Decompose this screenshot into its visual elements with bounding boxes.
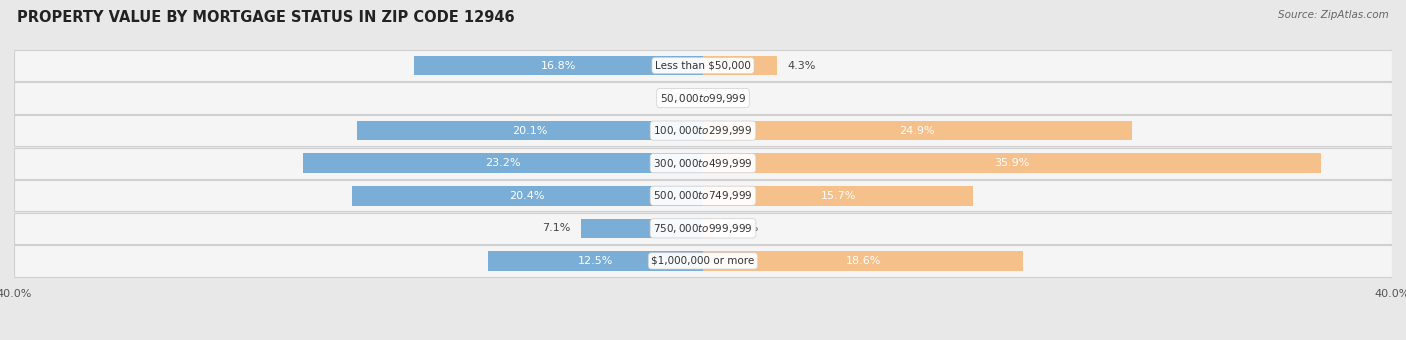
Text: 12.5%: 12.5% [578, 256, 613, 266]
Text: 16.8%: 16.8% [541, 61, 576, 70]
Text: 20.1%: 20.1% [512, 126, 547, 136]
Text: $1,000,000 or more: $1,000,000 or more [651, 256, 755, 266]
Bar [703, 56, 778, 75]
Bar [703, 251, 1024, 271]
Bar [703, 153, 1322, 173]
Bar [14, 115, 1392, 146]
Text: 0.56%: 0.56% [723, 223, 758, 233]
Text: 0.0%: 0.0% [713, 93, 741, 103]
Legend: Without Mortgage, With Mortgage: Without Mortgage, With Mortgage [572, 338, 834, 340]
Bar [14, 180, 1392, 211]
Text: $300,000 to $499,999: $300,000 to $499,999 [654, 157, 752, 170]
Bar [703, 219, 713, 238]
Bar [357, 121, 703, 140]
Text: $500,000 to $749,999: $500,000 to $749,999 [654, 189, 752, 202]
Bar [14, 82, 1392, 114]
Text: 7.1%: 7.1% [541, 223, 571, 233]
Bar [352, 186, 703, 206]
Bar [488, 251, 703, 271]
Text: 24.9%: 24.9% [900, 126, 935, 136]
Bar [703, 121, 1132, 140]
Bar [703, 186, 973, 206]
Text: 4.3%: 4.3% [787, 61, 815, 70]
Text: PROPERTY VALUE BY MORTGAGE STATUS IN ZIP CODE 12946: PROPERTY VALUE BY MORTGAGE STATUS IN ZIP… [17, 10, 515, 25]
Text: 15.7%: 15.7% [821, 191, 856, 201]
Text: 0.0%: 0.0% [665, 93, 693, 103]
Text: $750,000 to $999,999: $750,000 to $999,999 [654, 222, 752, 235]
Bar [14, 213, 1392, 244]
Text: 18.6%: 18.6% [845, 256, 882, 266]
Text: Source: ZipAtlas.com: Source: ZipAtlas.com [1278, 10, 1389, 20]
Text: 23.2%: 23.2% [485, 158, 522, 168]
Bar [14, 148, 1392, 179]
Text: 20.4%: 20.4% [509, 191, 546, 201]
Text: Less than $50,000: Less than $50,000 [655, 61, 751, 70]
Bar [413, 56, 703, 75]
Bar [304, 153, 703, 173]
Text: 35.9%: 35.9% [994, 158, 1029, 168]
Text: $50,000 to $99,999: $50,000 to $99,999 [659, 91, 747, 105]
Text: $100,000 to $299,999: $100,000 to $299,999 [654, 124, 752, 137]
Bar [14, 245, 1392, 276]
Bar [581, 219, 703, 238]
Bar [14, 50, 1392, 81]
